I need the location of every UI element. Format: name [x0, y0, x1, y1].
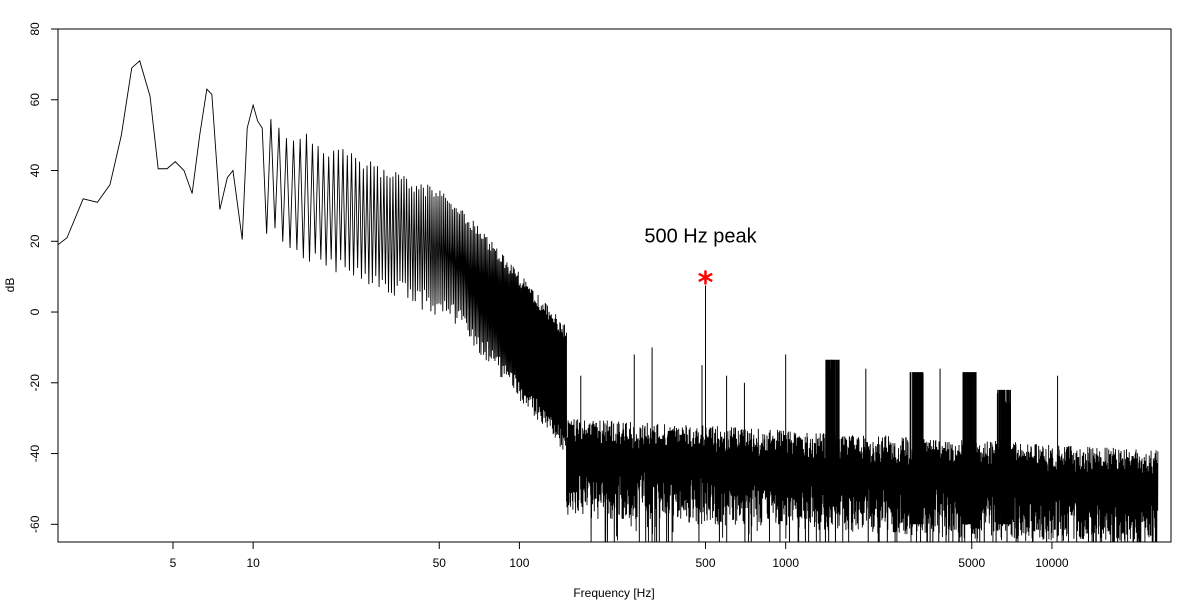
spectrum-cluster — [909, 372, 924, 525]
annotation-layer: * 500 Hz peak — [644, 225, 757, 301]
y-tick-label: 60 — [28, 93, 42, 107]
y-axis-label: dB — [3, 278, 17, 293]
y-tick-label: -60 — [28, 515, 42, 533]
x-axis: 5 10 50 100 500 1000 5000 10000 — [170, 541, 1069, 570]
spectrum-cluster — [825, 359, 840, 507]
y-tick-label: 20 — [28, 234, 42, 248]
x-tick-label: 10000 — [1035, 556, 1069, 570]
x-tick-label: 100 — [509, 556, 529, 570]
spectrum-cluster — [962, 372, 977, 525]
x-tick-label: 500 — [695, 556, 715, 570]
y-axis: -60 -40 -20 0 20 40 60 80 — [28, 22, 59, 533]
spectrum-line — [58, 60, 1159, 542]
x-tick-label: 50 — [433, 556, 447, 570]
x-tick-label: 1000 — [772, 556, 799, 570]
x-axis-label: Frequency [Hz] — [573, 586, 654, 600]
spectrum-cluster — [996, 389, 1011, 525]
y-tick-label: 80 — [28, 22, 42, 36]
y-tick-label: 40 — [28, 164, 42, 178]
peak-marker: * — [698, 266, 714, 301]
x-tick-label: 5 — [170, 556, 177, 570]
y-tick-label: -40 — [28, 445, 42, 463]
y-tick-label: 0 — [28, 308, 42, 315]
y-tick-label: -20 — [28, 374, 42, 392]
peak-annotation: 500 Hz peak — [644, 225, 757, 247]
x-tick-label: 5000 — [958, 556, 985, 570]
plot-area — [58, 60, 1159, 542]
x-tick-label: 10 — [246, 556, 260, 570]
